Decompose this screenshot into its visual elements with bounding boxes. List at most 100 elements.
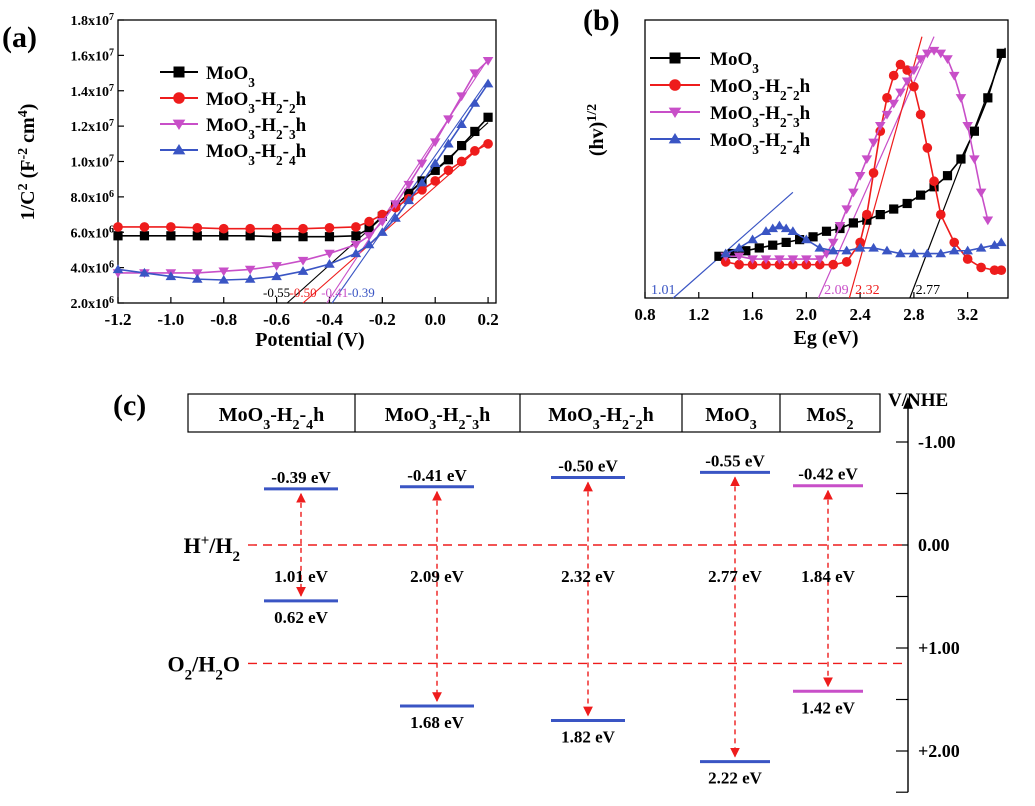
a-xtick-label: -0.8 xyxy=(210,310,237,329)
a-data-point xyxy=(482,57,494,66)
c-header-material-char: o xyxy=(567,404,577,426)
b-data-point xyxy=(720,257,731,267)
a-data-point xyxy=(271,271,282,281)
b-xtick-label: 1.2 xyxy=(688,305,709,324)
a-data-point xyxy=(244,265,256,275)
c-header-material: MoO3-H2-2h xyxy=(548,404,653,433)
c-cb-label: -0.42 eV xyxy=(798,465,858,484)
b-data-point xyxy=(828,259,839,270)
a-legend-label-char: M xyxy=(206,115,224,136)
a-data-point xyxy=(469,98,481,107)
a-ytick-mant: 4.0x10 xyxy=(71,262,110,277)
c-ref-part: O xyxy=(223,651,240,676)
a-legend-label-char: o xyxy=(224,63,234,84)
a-data-point xyxy=(192,231,202,241)
a-legend-label: MoO3-H2-3h xyxy=(206,115,307,142)
a-data-point xyxy=(351,222,361,232)
a-data-point xyxy=(456,119,467,129)
a-data-point xyxy=(271,262,282,271)
b-data-point xyxy=(962,245,973,255)
panel-a-chart: -1.2 -1.0 -0.8 -0.6 -0.4 -0.2 0.0 0.22.0x1064.0… xyxy=(16,12,499,352)
b-data-point xyxy=(841,245,852,255)
a-intercept-label: -0.50 xyxy=(289,285,316,300)
a-data-point xyxy=(377,217,388,227)
b-data-point xyxy=(781,237,791,247)
b-legend-label-sub: 3 xyxy=(752,142,759,157)
c-axis-tick-label: +2.00 xyxy=(918,741,960,761)
c-header-material-char: O xyxy=(577,404,593,426)
a-data-point xyxy=(457,140,467,151)
a-legend-label-char: H xyxy=(261,141,276,162)
panel-a-xlabel: Potential (V) xyxy=(255,329,364,351)
b-data-point xyxy=(942,55,953,64)
a-legend-label: MoO3-H2-2h xyxy=(206,89,307,116)
a-xtick-label: -0.2 xyxy=(369,310,396,329)
a-legend-label-char: O xyxy=(233,63,248,84)
panel-label-b: (b) xyxy=(583,4,620,37)
b-data-point xyxy=(760,255,772,265)
a-data-point xyxy=(139,231,150,241)
a-legend-label-sub: 3 xyxy=(289,127,296,142)
a-xtick-label: 0.2 xyxy=(477,310,498,329)
b-data-point xyxy=(868,242,879,252)
b-data-point xyxy=(848,218,858,228)
a-ytick-label: 1.0x107 xyxy=(71,153,115,171)
c-axis-tick-label: -1.00 xyxy=(918,432,956,452)
b-data-point xyxy=(747,255,758,265)
b-intercept-label: 1.01 xyxy=(651,283,676,298)
a-data-point xyxy=(244,274,256,283)
c-header-material-char: - xyxy=(465,404,472,426)
a-ytick-exp: 7 xyxy=(109,47,114,58)
a-intercept-label: -0.41 xyxy=(321,285,348,300)
c-header-frame xyxy=(187,393,881,433)
c-reference-label: O2/H2O xyxy=(168,651,240,683)
b-legend-label: MoO3 xyxy=(710,49,759,76)
a-data-point xyxy=(112,264,124,274)
b-data-point xyxy=(848,188,859,198)
c-axis-arrow xyxy=(903,396,913,409)
a-legend-label-char: h xyxy=(296,89,307,110)
c-header-material-char: o xyxy=(825,404,835,426)
a-legend-label-char: o xyxy=(224,89,234,110)
a-data-point xyxy=(430,176,441,186)
b-data-point xyxy=(928,46,940,56)
b-data-point xyxy=(814,259,825,270)
c-vb-label: 1.82 eV xyxy=(561,727,616,746)
a-data-point xyxy=(364,224,374,234)
b-data-point xyxy=(888,70,899,81)
b-data-point xyxy=(767,223,779,233)
b-xtick-label: 2.0 xyxy=(796,305,817,324)
b-legend-label-char: O xyxy=(737,49,752,70)
a-data-point xyxy=(470,146,480,156)
panel-b-ylabel: (hv)1/2 xyxy=(585,104,609,156)
a-data-point xyxy=(456,92,467,102)
b-series-line xyxy=(718,53,1003,258)
axis-label-sup: 2 xyxy=(16,183,31,190)
axis-label-sup: -2 xyxy=(16,148,31,160)
b-data-point xyxy=(868,138,879,148)
a-legend-label: MoO3 xyxy=(206,63,255,90)
c-axis-tick-label: 0.00 xyxy=(918,535,950,555)
a-data-point xyxy=(192,222,203,233)
b-fit-line xyxy=(672,191,794,299)
a-legend-label-char: H xyxy=(261,89,276,110)
a-legend-label-sub: 2 xyxy=(276,127,283,142)
b-data-point xyxy=(814,255,826,265)
b-data-point xyxy=(989,265,1000,276)
a-legend-label-char: H xyxy=(261,115,276,136)
c-header-material-sub: 2 xyxy=(636,418,643,433)
a-ytick-exp: 6 xyxy=(109,188,114,199)
a-legend-label-char: O xyxy=(233,141,248,162)
b-legend-label-sub: 2 xyxy=(780,115,787,130)
c-cb-label: -0.41 eV xyxy=(407,466,467,485)
a-ytick-label: 1.2x107 xyxy=(71,118,115,136)
c-header-material-char: h xyxy=(479,404,490,426)
a-data-point xyxy=(351,231,361,241)
a-data-point xyxy=(192,269,203,278)
a-data-point xyxy=(417,184,427,195)
b-data-point xyxy=(916,190,926,200)
b-data-point xyxy=(935,209,946,220)
b-data-point xyxy=(720,248,731,258)
b-legend-label-char: o xyxy=(728,103,738,124)
b-data-point xyxy=(922,143,933,153)
